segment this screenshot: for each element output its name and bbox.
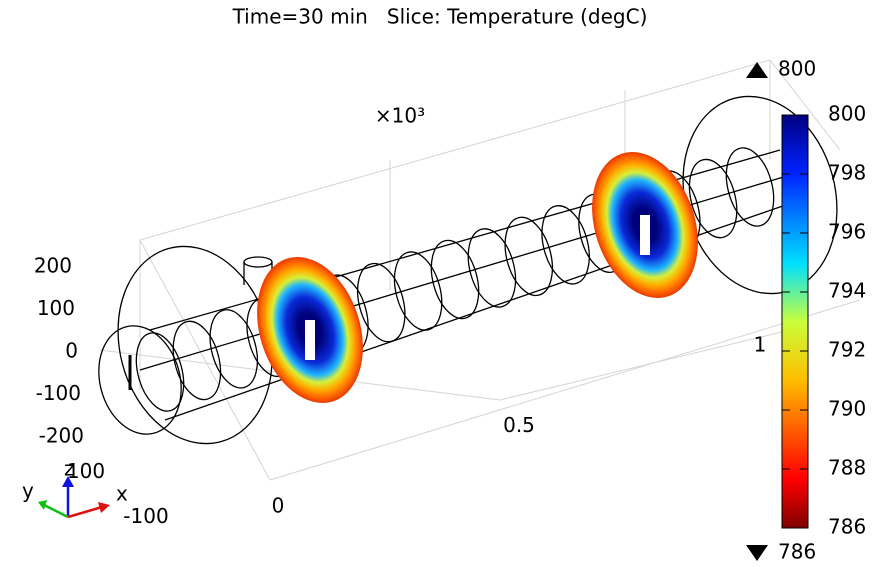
triad-label: y xyxy=(22,479,34,503)
geometry xyxy=(98,95,838,445)
triad-label: x xyxy=(116,482,128,506)
colorbar-tick-label: 786 xyxy=(828,515,866,539)
colorbar-tick-label: 792 xyxy=(828,338,866,362)
colorbar-min: 786 xyxy=(778,540,816,564)
min-marker xyxy=(746,545,768,561)
y-tick-label: 100 xyxy=(67,459,105,483)
z-tick-label: 100 xyxy=(37,296,75,320)
z-tick-label: 200 xyxy=(34,254,72,278)
helix-coil xyxy=(541,205,590,285)
z-tick-label: -200 xyxy=(39,424,84,448)
bounding-box xyxy=(99,59,861,481)
helix-coil xyxy=(172,320,222,401)
helix-coil xyxy=(504,216,554,297)
colorbar-tick-label: 800 xyxy=(828,102,866,126)
helix-coil xyxy=(393,251,443,331)
colorbar-tick-label: 790 xyxy=(828,397,866,421)
colorbar xyxy=(781,114,809,529)
title: Time=30 min Slice: Temperature (degC) xyxy=(232,5,648,29)
x-tick-label: 1 xyxy=(754,333,767,357)
triad-label: z xyxy=(64,457,75,481)
colorbar-tick-label: 794 xyxy=(828,279,866,303)
helix-coil xyxy=(688,158,738,239)
helix-coil xyxy=(430,239,480,320)
helix-coil xyxy=(209,309,259,389)
helix-coil xyxy=(467,228,517,308)
z-tick-label: 0 xyxy=(65,339,78,363)
axis-multiplier: ×10³ xyxy=(375,104,425,128)
colorbar-tick-label: 798 xyxy=(828,161,866,185)
helix-coil xyxy=(356,262,406,343)
x-tick-label: 0.5 xyxy=(503,413,535,437)
y-tick-label: -100 xyxy=(123,504,168,528)
axis-triad xyxy=(38,476,110,519)
x-tick-label: 0 xyxy=(272,494,285,518)
helix-coil xyxy=(135,332,185,412)
helix-coil xyxy=(725,147,775,227)
max-marker xyxy=(746,62,768,78)
colorbar-max: 800 xyxy=(778,57,816,81)
colorbar-tick-label: 788 xyxy=(828,456,866,480)
z-tick-label: -100 xyxy=(36,381,81,405)
colorbar-tick-label: 796 xyxy=(828,220,866,244)
